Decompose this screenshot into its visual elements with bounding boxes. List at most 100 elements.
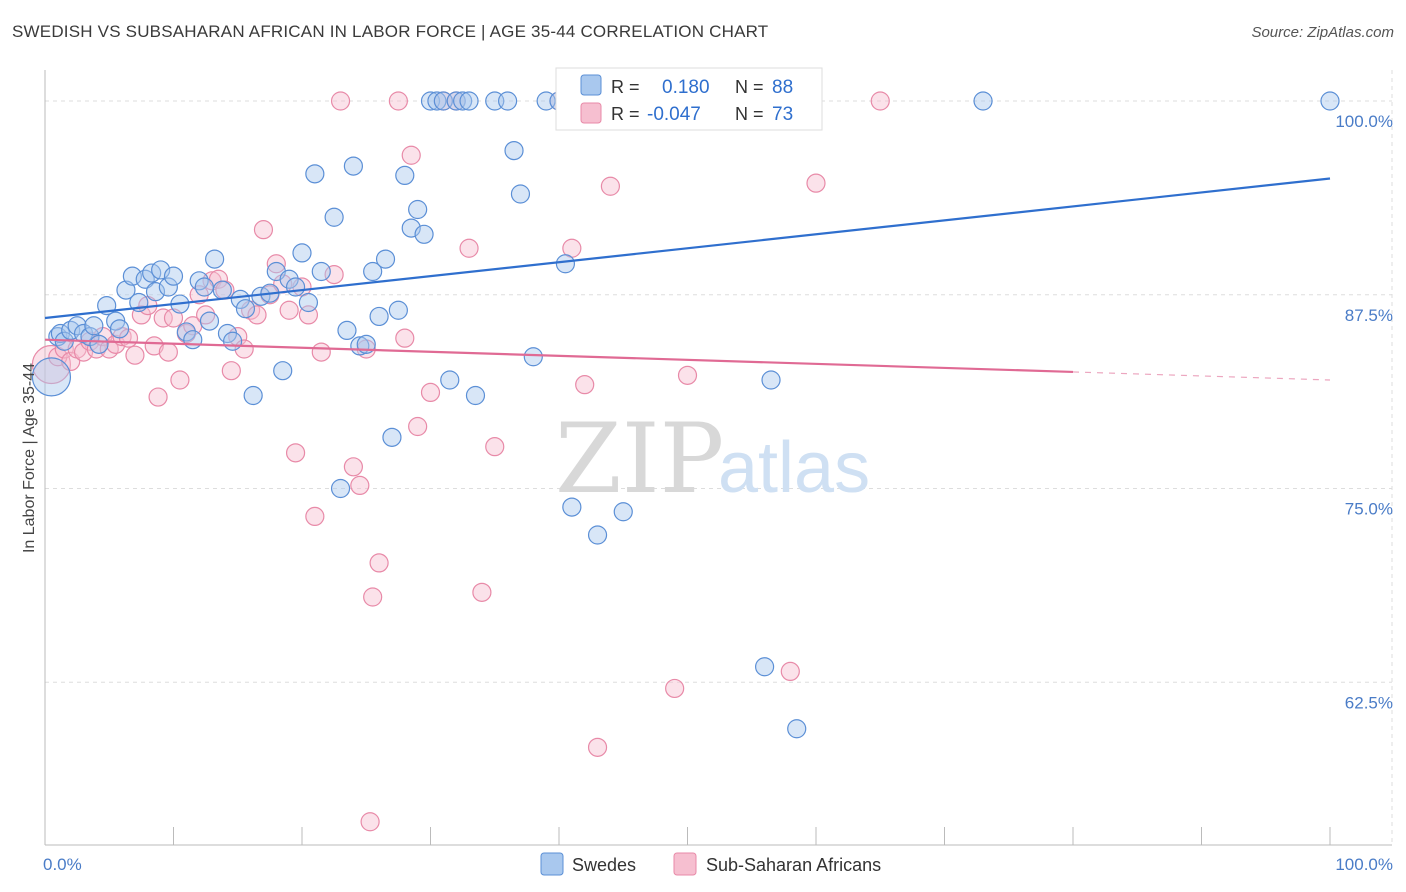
african-point-51 bbox=[388, 91, 408, 111]
swede-point-70 bbox=[504, 141, 524, 161]
african-point-47 bbox=[350, 475, 370, 495]
african-point-33 bbox=[247, 305, 267, 325]
swede-point-72 bbox=[523, 347, 543, 367]
legend-n-label-african: N = bbox=[735, 104, 764, 124]
series-legend: Swedes Sub-Saharan Africans bbox=[540, 852, 881, 876]
african-point-63 bbox=[575, 375, 595, 395]
african-point-68 bbox=[677, 365, 698, 385]
african-point-52 bbox=[395, 328, 415, 348]
swede-point-41 bbox=[292, 243, 312, 263]
swede-point-32 bbox=[230, 289, 250, 309]
african-point-21 bbox=[170, 370, 190, 390]
legend-n-value-swedes: 88 bbox=[772, 77, 793, 98]
swede-point-84 bbox=[761, 370, 781, 390]
swede-point-46 bbox=[330, 478, 351, 499]
y-axis-label: In Labor Force | Age 35-44 bbox=[21, 363, 38, 553]
swede-point-42 bbox=[298, 292, 319, 313]
swede-point-65 bbox=[453, 91, 473, 111]
swede-point-75 bbox=[555, 254, 576, 274]
african-point-71 bbox=[870, 91, 890, 111]
african-point-20 bbox=[163, 308, 184, 328]
african-point-67 bbox=[665, 678, 685, 699]
african-point-31 bbox=[234, 339, 254, 359]
swede-point-34 bbox=[243, 385, 263, 406]
swede-trend-line bbox=[44, 177, 1331, 320]
legend-swatch-african bbox=[580, 102, 602, 124]
swede-point-5 bbox=[67, 316, 87, 336]
swede-point-47 bbox=[337, 320, 357, 340]
swede-point-71 bbox=[510, 184, 531, 204]
african-point-46 bbox=[343, 457, 363, 477]
swede-point-29 bbox=[212, 280, 232, 300]
swede-point-33 bbox=[235, 299, 256, 319]
swede-point-31 bbox=[223, 331, 243, 351]
bottom-legend-swatch-african bbox=[673, 852, 697, 876]
x-tick-label-0: 0.0% bbox=[43, 855, 82, 874]
y-tick-label-3: 100.0% bbox=[1335, 112, 1393, 131]
y-tick-labels: 62.5% 75.0% 87.5% 100.0% bbox=[1335, 112, 1393, 712]
swede-point-86 bbox=[973, 91, 993, 111]
swede-point-38 bbox=[273, 361, 293, 381]
swede-point-56 bbox=[395, 165, 415, 185]
african-point-45 bbox=[330, 91, 351, 111]
african-point-19 bbox=[158, 342, 178, 362]
swede-point-23 bbox=[176, 322, 196, 342]
watermark-atlas: atlas bbox=[718, 428, 870, 508]
african-point-70 bbox=[806, 173, 826, 193]
chart-title: SWEDISH VS SUBSAHARAN AFRICAN IN LABOR F… bbox=[12, 22, 769, 41]
african-point-55 bbox=[420, 382, 441, 402]
african-point-60 bbox=[485, 437, 505, 457]
african-point-72 bbox=[360, 812, 380, 832]
african-point-58 bbox=[459, 238, 479, 258]
african-point-64 bbox=[587, 737, 608, 757]
swede-point-0 bbox=[31, 357, 72, 397]
african-point-43 bbox=[311, 342, 331, 362]
swede-point-54 bbox=[382, 427, 402, 447]
swede-point-9 bbox=[89, 334, 109, 354]
swede-point-52 bbox=[369, 306, 389, 327]
y-tick-label-0: 62.5% bbox=[1345, 693, 1393, 712]
swede-point-44 bbox=[311, 261, 331, 282]
african-point-18 bbox=[153, 308, 173, 328]
swede-point-58 bbox=[408, 199, 428, 220]
african-point-36 bbox=[266, 254, 286, 274]
swede-point-76 bbox=[562, 497, 582, 517]
african-point-59 bbox=[472, 582, 492, 602]
swede-point-67 bbox=[465, 385, 486, 406]
swede-point-8 bbox=[84, 316, 104, 336]
swede-point-21 bbox=[163, 266, 184, 286]
african-point-29 bbox=[221, 361, 241, 381]
african-point-69 bbox=[780, 661, 800, 682]
legend-r-label-swedes: R = bbox=[611, 77, 640, 97]
african-trend-line-extension bbox=[1072, 371, 1331, 381]
african-trend-line bbox=[44, 338, 1074, 374]
swede-point-51 bbox=[363, 261, 383, 282]
swede-point-59 bbox=[414, 224, 434, 244]
swede-point-48 bbox=[343, 156, 363, 176]
y-tick-label-2: 87.5% bbox=[1345, 306, 1393, 325]
swede-point-26 bbox=[194, 277, 214, 297]
legend-r-label-african: R = bbox=[611, 104, 640, 124]
swede-point-28 bbox=[205, 249, 225, 269]
bottom-legend-label-african: Sub-Saharan Africans bbox=[706, 855, 881, 875]
swede-point-66 bbox=[459, 91, 479, 111]
african-point-14 bbox=[131, 305, 151, 325]
swede-point-61 bbox=[427, 91, 447, 111]
african-point-38 bbox=[279, 300, 299, 320]
watermark: ZIP atlas bbox=[555, 403, 870, 515]
swede-point-63 bbox=[440, 370, 460, 390]
swede-point-78 bbox=[587, 525, 608, 545]
legend-r-value-african: -0.047 bbox=[647, 104, 701, 125]
swede-point-39 bbox=[279, 269, 299, 289]
african-point-13 bbox=[125, 345, 145, 365]
legend-swatch-swedes bbox=[580, 74, 602, 96]
swede-point-79 bbox=[613, 502, 633, 522]
source-label: Source: ZipAtlas.com bbox=[1251, 24, 1394, 41]
african-point-53 bbox=[401, 145, 421, 165]
swede-point-43 bbox=[305, 164, 325, 184]
axes-layer bbox=[44, 70, 1392, 846]
swede-point-12 bbox=[109, 319, 130, 339]
african-point-17 bbox=[148, 387, 168, 407]
x-tick-labels: 0.0% 100.0% bbox=[43, 855, 1393, 874]
